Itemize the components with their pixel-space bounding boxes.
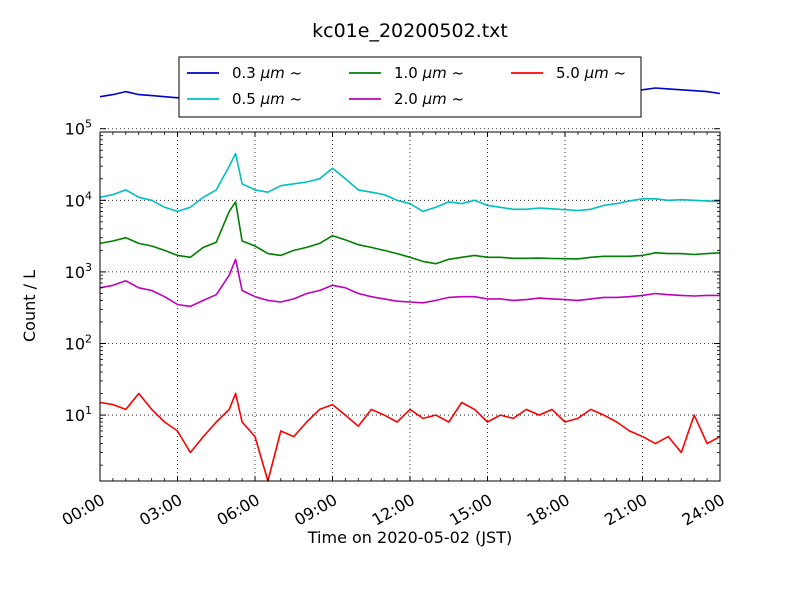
chart-title: kc01e_20200502.txt [312,20,508,42]
y-tick-label: 102 [65,332,92,353]
x-axis-label: Time on 2020-05-02 (JST) [307,528,512,547]
legend-items: 0.3 μm ~ 0.5 μm ~ 1.0 μm ~ 2.0 μm ~ 5.0 μm ~ [187,64,626,108]
legend-entry-label: 0.3 μm ~ [232,64,302,82]
legend-entry-label: 1.0 μm ~ [394,64,464,82]
series-line-1-0um [99,201,721,265]
legend-entry-label: 0.5 μm ~ [232,90,302,108]
y-tick-label: 101 [65,404,92,425]
y-axis-label: Count / L [20,270,39,342]
legend-entry-label: 5.0 μm ~ [556,64,626,82]
tick-layer [99,128,721,481]
series-line-2-0um [99,258,720,308]
y-tick-label: 103 [65,261,92,282]
legend-entry-label: 2.0 μm ~ [394,90,464,108]
y-tick-labels: 101 102 103 104 105 [65,118,92,425]
series-line-0-5um [99,152,721,213]
y-tick-label: 105 [65,118,92,139]
legend-frame [178,56,642,118]
series-line-5-0um [99,392,721,482]
grid-layer [100,128,720,481]
legend: 0.3 μm ~ 0.5 μm ~ 1.0 μm ~ 2.0 μm ~ 5.0 μm ~ [178,56,642,118]
y-tick-label: 104 [65,189,92,210]
